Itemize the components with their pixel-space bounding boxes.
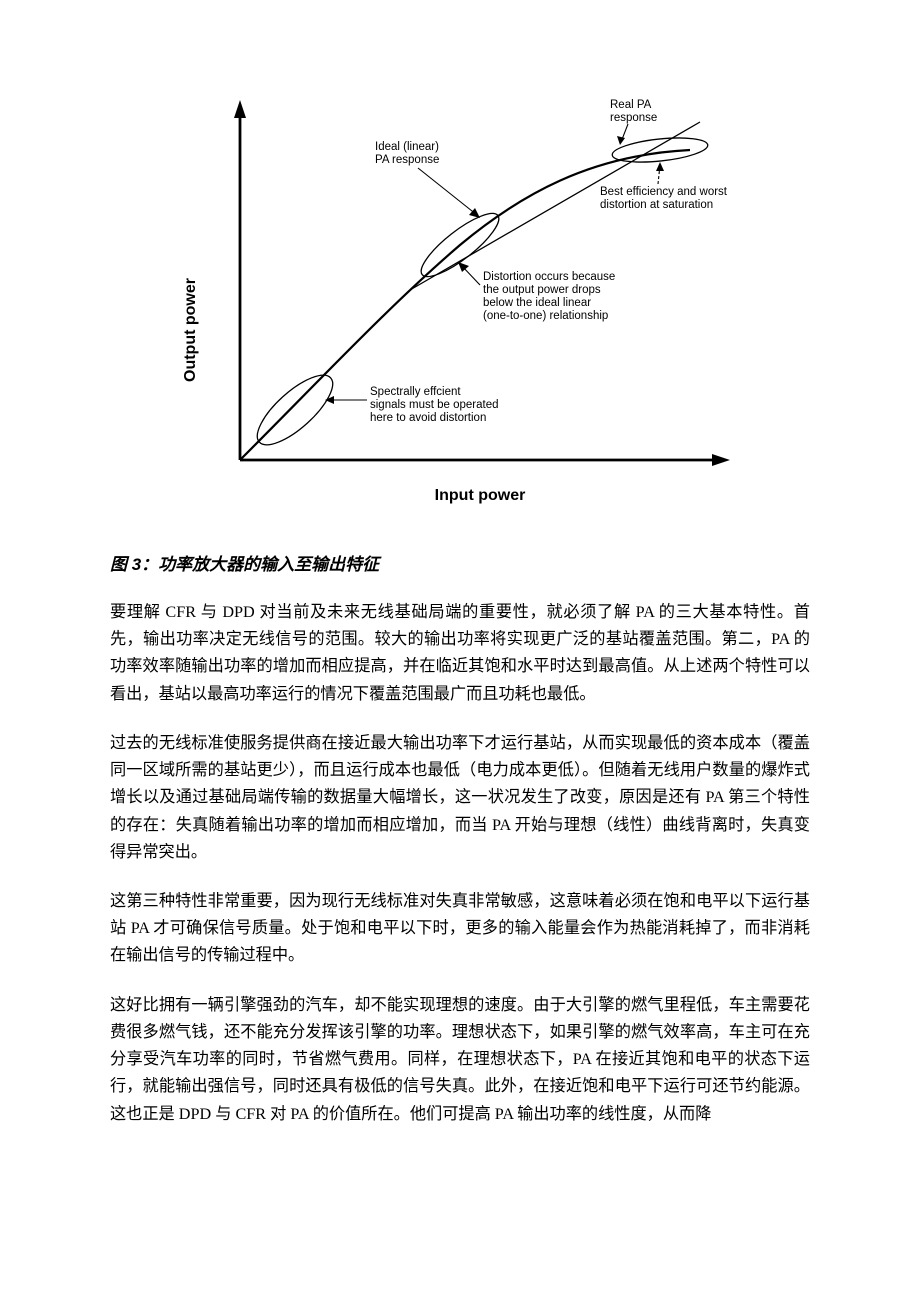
pa-chart-svg: Output power Input power <box>160 90 760 510</box>
svg-text:Distortion occurs because: Distortion occurs because <box>483 271 615 283</box>
label-ideal: Ideal (linear) PA response <box>375 141 480 218</box>
label-real: Real PA response <box>610 99 657 145</box>
svg-text:(one-to-one) relationship: (one-to-one) relationship <box>483 310 608 322</box>
svg-text:Best efficiency and worst: Best efficiency and worst <box>600 186 728 198</box>
document-page: Output power Input power <box>0 0 920 1302</box>
paragraph-4: 这好比拥有一辆引擎强劲的汽车，却不能实现理想的速度。由于大引擎的燃气里程低，车主… <box>110 992 810 1128</box>
label-spectral: Spectrally effcient signals must be oper… <box>325 386 499 424</box>
svg-text:response: response <box>610 112 657 124</box>
y-axis-label: Output power <box>182 278 199 382</box>
svg-text:signals must be operated: signals must be operated <box>370 399 499 411</box>
pa-response-figure: Output power Input power <box>160 90 760 510</box>
x-axis-label: Input power <box>435 487 526 504</box>
svg-text:below the ideal linear: below the ideal linear <box>483 297 591 309</box>
svg-text:the output power drops: the output power drops <box>483 284 601 296</box>
svg-text:Ideal (linear): Ideal (linear) <box>375 141 439 153</box>
svg-text:PA response: PA response <box>375 154 439 166</box>
paragraph-1: 要理解 CFR 与 DPD 对当前及未来无线基础局端的重要性，就必须了解 PA … <box>110 599 810 708</box>
figure-caption: 图 3：功率放大器的输入至输出特征 <box>110 550 810 575</box>
svg-text:here to avoid distortion: here to avoid distortion <box>370 412 486 424</box>
svg-text:Spectrally effcient: Spectrally effcient <box>370 386 461 398</box>
label-distortion: Distortion occurs because the output pow… <box>458 262 615 322</box>
paragraph-3: 这第三种特性非常重要，因为现行无线标准对失真非常敏感，这意味着必须在饱和电平以下… <box>110 888 810 970</box>
paragraph-2: 过去的无线标准使服务提供商在接近最大输出功率下才运行基站，从而实现最低的资本成本… <box>110 730 810 866</box>
svg-text:Real PA: Real PA <box>610 99 652 111</box>
svg-text:distortion at saturation: distortion at saturation <box>600 199 713 211</box>
